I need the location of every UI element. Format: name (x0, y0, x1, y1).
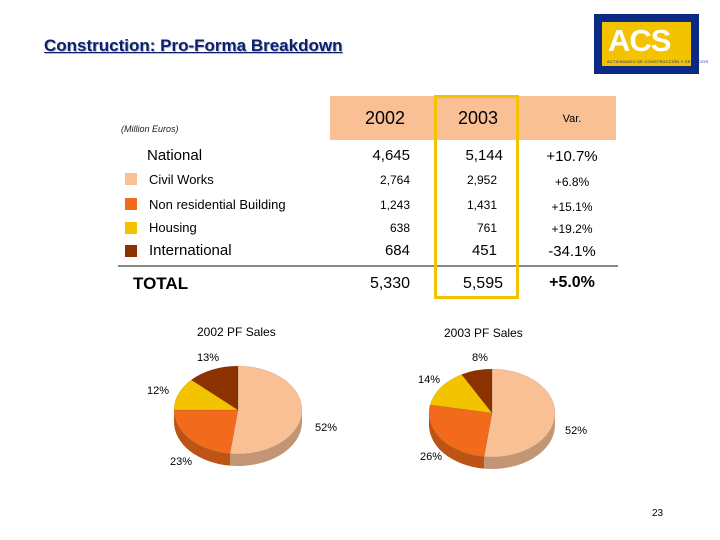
chart-2003-title: 2003 PF Sales (444, 326, 523, 340)
housing-2003: 761 (476, 221, 497, 235)
chart-2003-label-housing: 14% (418, 374, 441, 386)
chart-2002-slice-housing (173, 379, 239, 411)
chart-2003-side-civil-works (484, 413, 555, 469)
column-header-var: Var. (562, 113, 582, 125)
legend-square-international (125, 245, 137, 257)
table-divider (118, 265, 618, 267)
chart-2002-side-non-residential (174, 410, 230, 466)
chart-2002-label-housing: 12% (147, 385, 170, 397)
civil-works-var: +6.8% (554, 175, 590, 189)
chart-2003-slice-non-residential (428, 404, 493, 457)
housing-2002: 638 (389, 221, 410, 235)
chart-2003-slice-civil-works (483, 368, 556, 458)
table-header-band (330, 96, 616, 140)
national-2002: 4,645 (372, 147, 410, 164)
row-label-non-residential: Non residential Building (149, 197, 286, 212)
row-label-civil-works: Civil Works (149, 172, 214, 187)
unit-note: (Million Euros) (121, 124, 179, 134)
total-label: TOTAL (133, 274, 189, 293)
chart-2003-slice-international (461, 368, 493, 414)
non-residential-2002: 1,243 (379, 198, 410, 212)
chart-2002-slice-non-residential (173, 409, 239, 454)
total-2003: 5,595 (462, 275, 503, 292)
non-residential-2003: 1,431 (466, 198, 497, 212)
international-var: -34.1% (548, 243, 596, 260)
chart-2003-label-civil-works: 52% (565, 425, 588, 437)
chart-2003-side-non-residential (429, 413, 485, 469)
logo-background: ACS ACTIVIDADES DE CONSTRUCCIÓN Y SERVIC… (602, 22, 708, 66)
acs-logo: ACS ACTIVIDADES DE CONSTRUCCIÓN Y SERVIC… (594, 14, 708, 74)
page-title: Construction: Pro-Forma Breakdown (44, 36, 343, 55)
civil-works-2003: 2,952 (466, 173, 497, 187)
chart-2002-title: 2002 PF Sales (197, 325, 276, 339)
housing-var: +19.2% (551, 222, 593, 236)
row-label-international: International (149, 242, 232, 259)
chart-2002-slice-civil-works (229, 365, 303, 455)
national-2003: 5,144 (465, 147, 503, 164)
row-label-national: National (147, 147, 203, 164)
chart-2003-label-non-residential: 26% (420, 451, 443, 463)
total-2002: 5,330 (369, 275, 410, 292)
national-var: +10.7% (546, 148, 598, 165)
legend-square-housing (125, 222, 137, 234)
chart-2003-slice-housing (429, 374, 493, 414)
chart-2002-side-civil-works (229, 410, 302, 466)
legend-square-non-residential (125, 198, 137, 210)
row-label-housing: Housing (149, 220, 197, 235)
civil-works-2002: 2,764 (379, 173, 410, 187)
international-2002: 684 (384, 242, 410, 259)
logo-subtitle: ACTIVIDADES DE CONSTRUCCIÓN Y SERVICIOS (607, 59, 709, 64)
chart-2002-slice-international (190, 365, 239, 411)
total-var: +5.0% (549, 274, 595, 291)
chart-2002-label-civil-works: 52% (315, 422, 338, 434)
highlight-2003-column (434, 95, 519, 299)
column-header-2002: 2002 (364, 108, 406, 128)
legend-square-civil-works (125, 173, 137, 185)
non-residential-var: +15.1% (551, 200, 593, 214)
international-2003: 451 (471, 242, 497, 259)
chart-2003-label-international: 8% (472, 352, 488, 364)
page-number: 23 (652, 508, 664, 519)
logo-text: ACS (608, 23, 671, 58)
chart-2002-label-non-residential: 23% (170, 456, 193, 468)
chart-2002-label-international: 13% (197, 352, 220, 364)
column-header-2003: 2003 (457, 108, 499, 128)
